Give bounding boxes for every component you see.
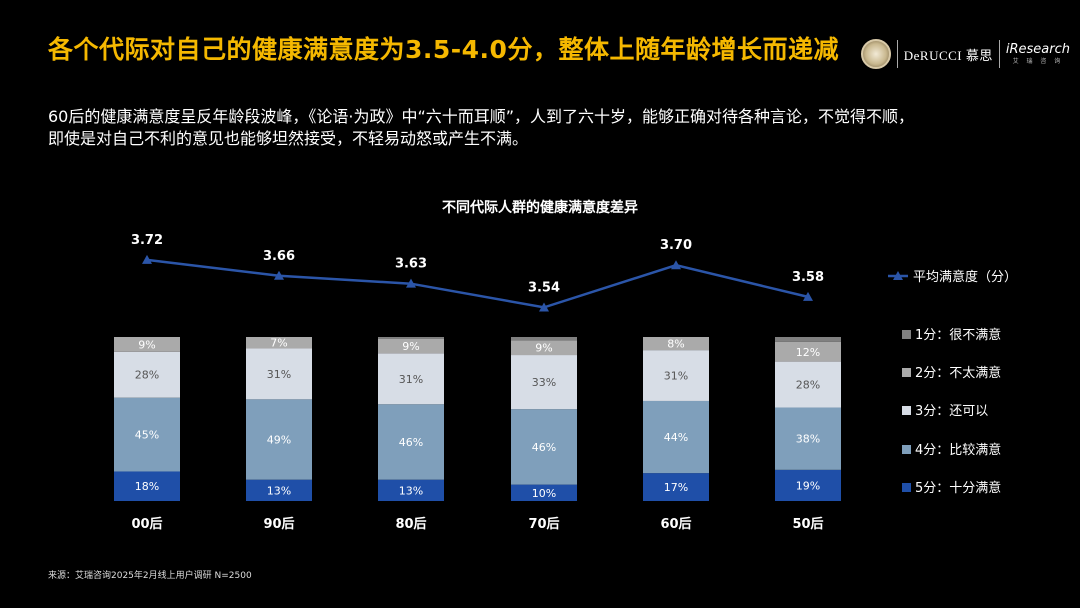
segment-label: 38% (796, 433, 820, 446)
bar-segment (775, 469, 841, 501)
segment-label: 8% (667, 338, 684, 351)
bar-segment (246, 348, 312, 400)
segment-label: 31% (267, 368, 291, 381)
bar-segment (246, 399, 312, 480)
segment-label: 31% (399, 373, 423, 386)
segment-label: 44% (664, 431, 688, 444)
bar-segment (378, 337, 444, 339)
segment-label: 9% (535, 342, 552, 355)
page-title: 各个代际对自己的健康满意度为3.5-4.0分，整体上随年龄增长而递减 (48, 35, 839, 64)
bar-segment (511, 355, 577, 410)
line-point-marker (406, 278, 416, 288)
bar-segment (378, 404, 444, 480)
bar-segment (114, 471, 180, 501)
line-point-marker (142, 254, 152, 264)
derucci-logo: DeRUCCI 慕思 (903, 47, 993, 63)
legend-swatch (902, 406, 911, 415)
line-data-label: 3.66 (263, 249, 295, 264)
bar-segment (246, 479, 312, 501)
description-line: 60后的健康满意度呈反年龄段波峰，《论语·为政》中“六十而耳顺”，人到了六十岁，… (48, 107, 915, 126)
bar-segment (775, 361, 841, 408)
bar-segment (775, 341, 841, 362)
segment-label: 18% (135, 480, 159, 493)
line-data-label: 3.58 (792, 270, 824, 285)
iresearch-logo: iResearch 艾 瑞 咨 询 (1006, 43, 1070, 65)
bar-segment (246, 337, 312, 349)
line-point-marker (671, 260, 681, 270)
x-tick-label: 90后 (263, 516, 294, 532)
segment-label: 31% (664, 370, 688, 383)
bar-segment (643, 400, 709, 474)
bar-segment (643, 337, 709, 351)
source-note: 来源：艾瑞咨询2025年2月线上用户调研 N=2500 (48, 571, 252, 581)
segment-label: 12% (796, 346, 820, 359)
legend-label: 1分：很不满意 (915, 327, 1001, 343)
chart-title: 不同代际人群的健康满意度差异 (442, 200, 638, 216)
line-data-label: 3.72 (131, 233, 163, 248)
legend-label: 平均满意度（分） (913, 269, 1017, 285)
bar-segment (378, 479, 444, 501)
segment-label: 10% (532, 487, 556, 500)
bar-segment (511, 340, 577, 356)
legend-label: 3分：还可以 (915, 404, 988, 419)
legend-label: 2分：不太满意 (915, 365, 1001, 381)
segment-label: 9% (402, 340, 419, 353)
bar-segment (643, 350, 709, 401)
bar-segment (643, 473, 709, 501)
logo-divider (998, 40, 1000, 68)
bar-segment (775, 407, 841, 470)
line-data-label: 3.63 (395, 257, 427, 272)
bar-segment (114, 351, 180, 398)
bar-segment (775, 337, 841, 342)
legend-label: 4分：比较满意 (915, 442, 1001, 458)
segment-label: 9% (138, 338, 155, 351)
line-data-label: 3.54 (528, 280, 560, 295)
x-tick-label: 00后 (131, 516, 162, 532)
segment-label: 49% (267, 434, 291, 447)
segment-label: 17% (664, 481, 688, 494)
description-line: 即使是对自己不利的意见也能够坦然接受，不轻易动怒或产生不满。 (48, 129, 529, 148)
legend-swatch (902, 445, 911, 454)
segment-label: 46% (399, 436, 423, 449)
logo-divider (896, 40, 898, 68)
legend-swatch (902, 483, 911, 492)
legend-swatch (902, 330, 911, 339)
bar-segment (378, 353, 444, 405)
x-tick-label: 70后 (528, 516, 559, 532)
bar-segment (114, 337, 180, 352)
segment-label: 45% (135, 429, 159, 442)
line-point-marker (539, 302, 549, 312)
bar-segment (511, 409, 577, 485)
bar-segment (511, 484, 577, 501)
x-tick-label: 50后 (792, 516, 823, 532)
brand-logos: DeRUCCI 慕思 iResearch 艾 瑞 咨 询 (860, 34, 1070, 74)
segment-label: 13% (267, 484, 291, 497)
bar-segment (378, 338, 444, 354)
derucci-seal-logo (860, 39, 891, 69)
line-point-marker (274, 270, 284, 280)
segment-label: 13% (399, 484, 423, 497)
description: 60后的健康满意度呈反年龄段波峰，《论语·为政》中“六十而耳顺”，人到了六十岁，… (48, 106, 1048, 150)
x-tick-label: 80后 (395, 516, 426, 532)
segment-label: 46% (532, 441, 556, 454)
x-tick-label: 60后 (660, 516, 691, 532)
average-line (146, 258, 809, 309)
iresearch-logo-text: iResearch (1005, 42, 1070, 57)
legend-label: 5分：十分满意 (915, 480, 1001, 496)
segment-label: 28% (135, 369, 159, 382)
bar-segment (511, 337, 577, 341)
segment-label: 7% (270, 337, 287, 350)
legend-swatch (902, 368, 911, 377)
segment-label: 28% (796, 379, 820, 392)
line-data-label: 3.70 (660, 238, 692, 253)
iresearch-logo-subtext: 艾 瑞 咨 询 (1012, 58, 1064, 65)
bar-segment (114, 397, 180, 472)
segment-label: 33% (532, 376, 556, 389)
legend-line-marker (893, 271, 903, 280)
line-point-marker (803, 291, 813, 301)
segment-label: 19% (796, 479, 820, 492)
